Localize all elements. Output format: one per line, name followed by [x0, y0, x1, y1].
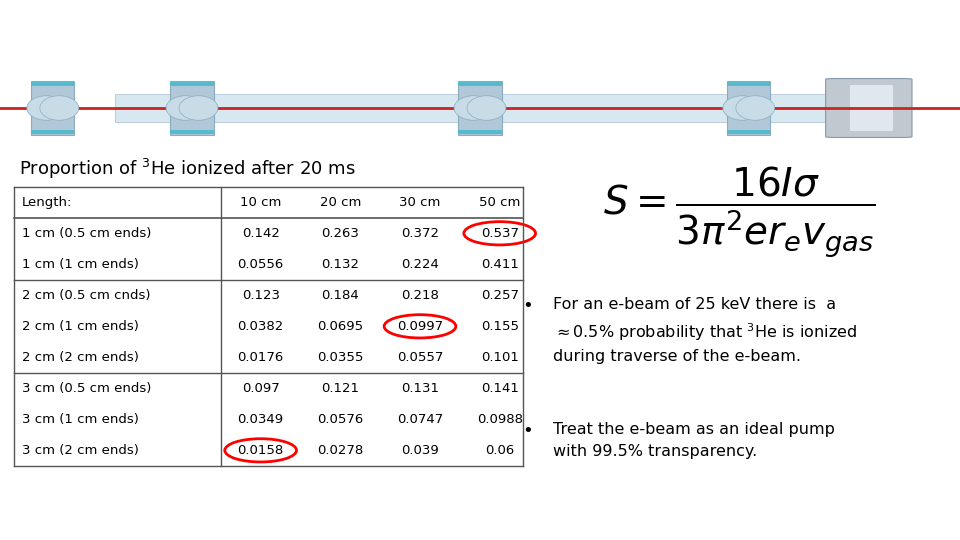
Ellipse shape [467, 96, 506, 120]
Text: 0.537: 0.537 [481, 227, 518, 240]
FancyBboxPatch shape [728, 130, 771, 134]
FancyBboxPatch shape [728, 105, 771, 111]
Text: $S = \dfrac{16I\sigma}{3\pi^2 e r_e v_{gas}}$: $S = \dfrac{16I\sigma}{3\pi^2 e r_e v_{g… [603, 165, 876, 260]
Text: 0.224: 0.224 [401, 258, 439, 271]
Text: 0.097: 0.097 [242, 382, 279, 395]
Text: •: • [522, 422, 533, 440]
Text: 0.184: 0.184 [322, 289, 359, 302]
FancyBboxPatch shape [31, 82, 75, 86]
Ellipse shape [179, 96, 218, 120]
Ellipse shape [454, 96, 493, 120]
Text: For an e-beam of 25 keV there is  a
$\approx$0.5% probability that $^3$He is ion: For an e-beam of 25 keV there is a $\app… [553, 297, 857, 364]
Text: 0.039: 0.039 [401, 444, 439, 457]
FancyBboxPatch shape [115, 94, 835, 122]
Text: 1 cm (0.5 cm ends): 1 cm (0.5 cm ends) [22, 227, 152, 240]
FancyBboxPatch shape [31, 81, 75, 135]
FancyBboxPatch shape [31, 105, 75, 111]
Text: 0.411: 0.411 [481, 258, 518, 271]
FancyBboxPatch shape [728, 82, 771, 86]
Text: 0.0557: 0.0557 [396, 351, 444, 364]
FancyBboxPatch shape [459, 105, 501, 111]
Text: 1 cm (1 cm ends): 1 cm (1 cm ends) [22, 258, 139, 271]
Text: 0.263: 0.263 [322, 227, 359, 240]
FancyBboxPatch shape [31, 130, 75, 134]
Text: 0.101: 0.101 [481, 351, 518, 364]
Text: 2 cm (1 cm ends): 2 cm (1 cm ends) [22, 320, 139, 333]
Text: 30 cm: 30 cm [399, 196, 441, 209]
Text: 3 cm (1 cm ends): 3 cm (1 cm ends) [22, 413, 139, 426]
Text: 0.218: 0.218 [401, 289, 439, 302]
Text: 0.0158: 0.0158 [237, 444, 284, 457]
FancyBboxPatch shape [850, 85, 893, 131]
Text: 0.0695: 0.0695 [317, 320, 364, 333]
Ellipse shape [27, 96, 65, 120]
Text: 0.0747: 0.0747 [396, 413, 444, 426]
Text: 0.372: 0.372 [401, 227, 439, 240]
Text: 0.0349: 0.0349 [237, 413, 284, 426]
Text: 0.132: 0.132 [322, 258, 359, 271]
Text: 0.0355: 0.0355 [317, 351, 364, 364]
Text: PSTP, September 26, 2019: PSTP, September 26, 2019 [19, 514, 204, 528]
Text: 0.0382: 0.0382 [237, 320, 284, 333]
FancyBboxPatch shape [728, 81, 771, 135]
Text: 0.121: 0.121 [322, 382, 359, 395]
Text: Length:: Length: [22, 196, 72, 209]
FancyBboxPatch shape [459, 81, 501, 135]
Text: Treat the e-beam as an ideal pump
with 99.5% transparency.: Treat the e-beam as an ideal pump with 9… [553, 422, 835, 459]
Text: 0.06: 0.06 [485, 444, 515, 457]
FancyBboxPatch shape [459, 82, 501, 86]
Text: 20 cm: 20 cm [320, 196, 361, 209]
FancyBboxPatch shape [171, 130, 214, 134]
FancyBboxPatch shape [171, 81, 214, 135]
FancyBboxPatch shape [459, 130, 501, 134]
Text: 0.257: 0.257 [481, 289, 518, 302]
Ellipse shape [166, 96, 205, 120]
Text: 2 cm (0.5 cm cnds): 2 cm (0.5 cm cnds) [22, 289, 151, 302]
FancyBboxPatch shape [826, 78, 912, 138]
Text: 10 cm: 10 cm [240, 196, 281, 209]
Text: 50 cm: 50 cm [479, 196, 520, 209]
Text: Proportion of $^3$He ionized after 20 ms: Proportion of $^3$He ionized after 20 ms [19, 157, 356, 180]
Text: 0.155: 0.155 [481, 320, 518, 333]
Text: 3 cm (2 cm ends): 3 cm (2 cm ends) [22, 444, 139, 457]
Text: 0.131: 0.131 [401, 382, 439, 395]
Text: 0.141: 0.141 [481, 382, 518, 395]
Text: 2 cm (2 cm ends): 2 cm (2 cm ends) [22, 351, 139, 364]
Text: 21: 21 [924, 514, 941, 528]
Text: 0.0176: 0.0176 [237, 351, 284, 364]
Text: 0.0556: 0.0556 [237, 258, 284, 271]
Text: 0.0988: 0.0988 [477, 413, 522, 426]
Text: 0.123: 0.123 [242, 289, 279, 302]
Ellipse shape [40, 96, 79, 120]
Text: Matthew Musgrave: Matthew Musgrave [414, 514, 546, 528]
Ellipse shape [736, 96, 775, 120]
FancyBboxPatch shape [171, 105, 214, 111]
Text: 0.0576: 0.0576 [317, 413, 364, 426]
Text: •: • [522, 297, 533, 315]
Text: 0.0278: 0.0278 [317, 444, 364, 457]
Text: 0.0997: 0.0997 [396, 320, 444, 333]
Text: 3 cm (0.5 cm ends): 3 cm (0.5 cm ends) [22, 382, 152, 395]
FancyBboxPatch shape [171, 82, 214, 86]
Ellipse shape [723, 96, 762, 120]
Text: 0.142: 0.142 [242, 227, 279, 240]
Text: Electron Beam Ionization of $^3$He: Electron Beam Ionization of $^3$He [156, 17, 804, 53]
